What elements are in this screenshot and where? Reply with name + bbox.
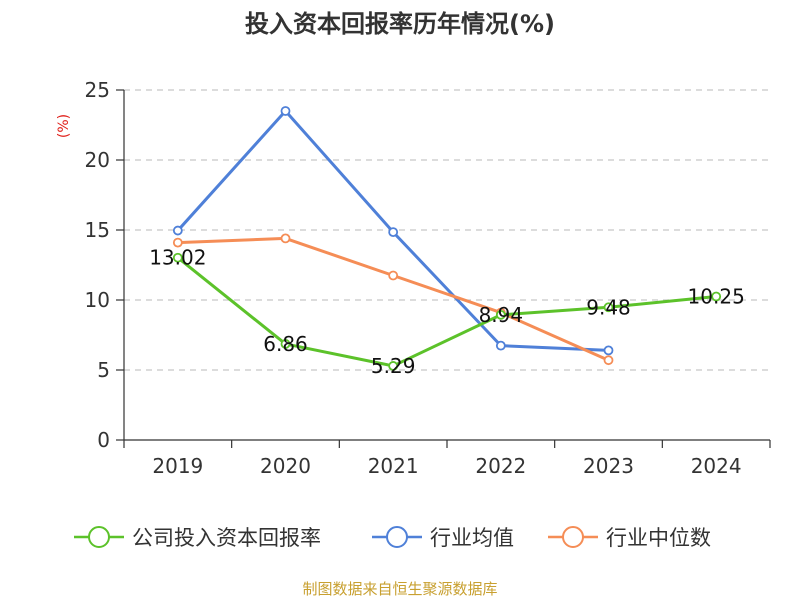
y-axis-label: (%) (56, 114, 72, 138)
data-labels: 13.02 6.86 5.29 8.94 9.48 10.25 (149, 246, 745, 378)
data-label: 13.02 (149, 246, 206, 270)
y-tick-label: 5 (97, 358, 110, 382)
x-tick-label: 2022 (475, 454, 526, 478)
series-line-0 (176, 256, 718, 368)
y-tick-label: 10 (85, 288, 110, 312)
source-note: 制图数据来自恒生聚源数据库 (302, 580, 497, 598)
legend-swatch-marker (562, 526, 584, 548)
data-point[interactable] (280, 106, 291, 116)
legend-item-1[interactable]: 行业均值 (372, 526, 514, 550)
legend-swatch-marker (386, 526, 408, 548)
data-point[interactable] (388, 227, 399, 238)
legend-label: 行业均值 (430, 526, 514, 550)
data-label: 5.29 (371, 354, 416, 378)
data-point[interactable] (603, 345, 614, 356)
x-tick-label: 2024 (691, 454, 742, 478)
data-label: 6.86 (263, 332, 308, 356)
y-tick-label: 15 (85, 218, 110, 242)
grid (124, 89, 770, 371)
y-tick-label: 20 (85, 148, 110, 172)
data-label: 9.48 (586, 295, 631, 319)
x-tick-label: 2023 (583, 454, 634, 478)
data-point[interactable] (172, 237, 183, 248)
y-tick-label: 25 (85, 78, 110, 102)
legend-swatch-marker (88, 526, 110, 548)
legend[interactable]: 公司投入资本回报率 行业均值 行业中位数 (74, 526, 711, 550)
data-point[interactable] (711, 291, 722, 302)
legend-label: 公司投入资本回报率 (132, 526, 321, 550)
data-label: 10.25 (688, 285, 745, 309)
data-point[interactable] (603, 302, 614, 313)
data-point[interactable] (495, 340, 506, 351)
legend-item-2[interactable]: 行业中位数 (548, 526, 711, 550)
chart-title: 投入资本回报率历年情况(%) (245, 10, 555, 38)
series-line-2 (176, 236, 610, 362)
data-point[interactable] (603, 355, 614, 366)
legend-item-0[interactable]: 公司投入资本回报率 (74, 526, 321, 550)
data-label: 8.94 (479, 303, 524, 327)
y-tick-label: 0 (97, 428, 110, 452)
x-tick-label: 2020 (260, 454, 311, 478)
data-point[interactable] (388, 361, 399, 371)
x-tick-label: 2019 (152, 454, 203, 478)
data-point[interactable] (172, 225, 183, 236)
x-tick-label: 2021 (368, 454, 419, 478)
axes: 0 5 10 15 20 25 2019 2020 2021 2022 2023 2024 (85, 78, 771, 478)
series-lines (172, 106, 722, 371)
data-point[interactable] (280, 339, 291, 349)
data-point[interactable] (388, 270, 399, 281)
data-point[interactable] (172, 252, 183, 263)
data-point[interactable] (495, 309, 506, 320)
legend-label: 行业中位数 (606, 526, 711, 550)
data-point[interactable] (280, 233, 291, 244)
